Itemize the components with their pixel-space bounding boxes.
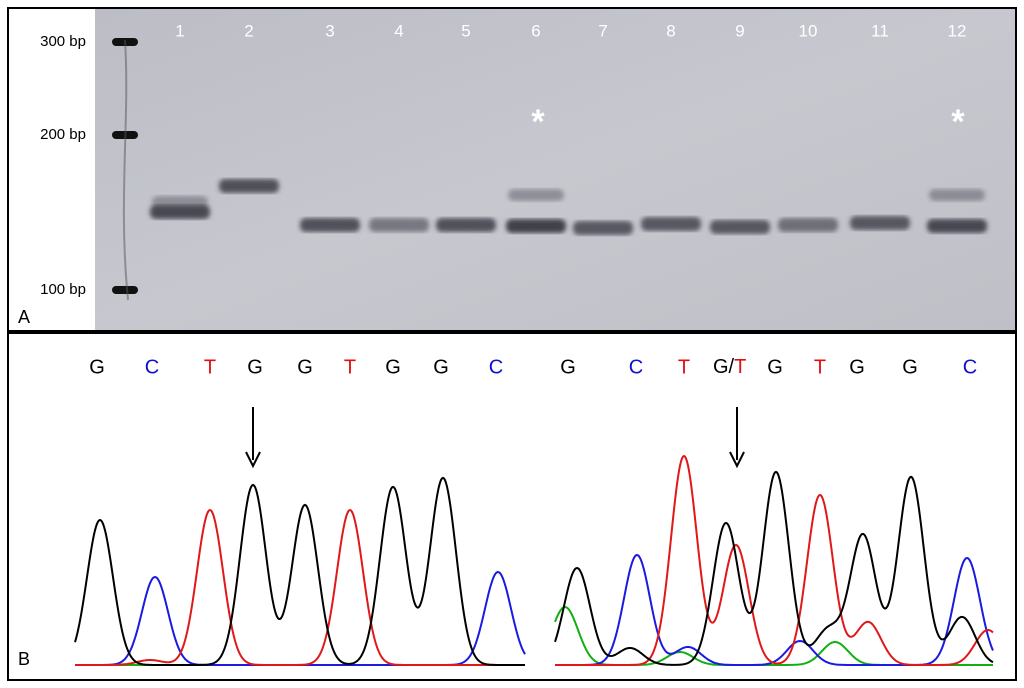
band (152, 196, 208, 208)
trace (75, 508, 525, 666)
base-label: C (963, 356, 977, 378)
asterisk: * (951, 103, 965, 141)
gel-bands (112, 38, 987, 301)
band (508, 189, 564, 201)
band (300, 218, 360, 232)
band (778, 218, 838, 232)
base-label: G (902, 356, 918, 378)
lane-label: 1 (175, 21, 184, 40)
chromatogram (74, 454, 994, 666)
lane-label: 10 (799, 21, 818, 40)
lane-label: 9 (735, 21, 744, 40)
band (710, 220, 770, 234)
base-label: T (344, 356, 356, 378)
arrow (729, 407, 745, 469)
lane-label: 12 (948, 21, 967, 40)
ladder-band (112, 286, 138, 294)
trace (554, 470, 994, 666)
base-label: G/T (713, 356, 746, 378)
base-label: G (89, 356, 105, 378)
lane-label: 7 (598, 21, 607, 40)
ladder-label: 100 bp (40, 281, 86, 298)
lane-label: 4 (394, 21, 403, 40)
band (573, 221, 633, 235)
base-label: G (560, 356, 576, 378)
trace (555, 454, 994, 666)
base-label: G (433, 356, 449, 378)
asterisk: * (531, 103, 545, 141)
lane-label: 6 (531, 21, 540, 40)
base-label: T (678, 356, 690, 378)
band (929, 189, 985, 201)
band (850, 216, 910, 230)
lane-label: 11 (871, 21, 889, 40)
base-label: C (145, 356, 159, 378)
lane-label: 8 (666, 21, 675, 40)
lane-label: 5 (461, 21, 470, 40)
base-label: G (297, 356, 313, 378)
base-label: G (385, 356, 401, 378)
base-label: C (629, 356, 643, 378)
base-label: G (849, 356, 865, 378)
base-label: T (814, 356, 826, 378)
panel-b-frame (7, 332, 1017, 681)
smear (122, 39, 129, 301)
base-label: G (247, 356, 263, 378)
band (150, 205, 210, 219)
band (927, 219, 987, 233)
trace (74, 476, 525, 666)
base-label: T (204, 356, 216, 378)
band (436, 218, 496, 232)
arrow (245, 407, 261, 469)
base-label-part: G/ (713, 356, 735, 378)
lane-label: 3 (325, 21, 334, 40)
band (641, 217, 701, 231)
gel (95, 9, 1015, 330)
base-label-part: T (734, 356, 746, 378)
ladder-label: 300 bp (40, 33, 86, 50)
ladder-label: 200 bp (40, 126, 86, 143)
base-label: C (489, 356, 503, 378)
band (506, 219, 566, 233)
panel-label: B (18, 649, 30, 669)
lane-label: 2 (244, 21, 253, 40)
band (219, 179, 279, 193)
panel-label: A (18, 307, 30, 327)
band (369, 218, 429, 232)
base-label: G (767, 356, 783, 378)
